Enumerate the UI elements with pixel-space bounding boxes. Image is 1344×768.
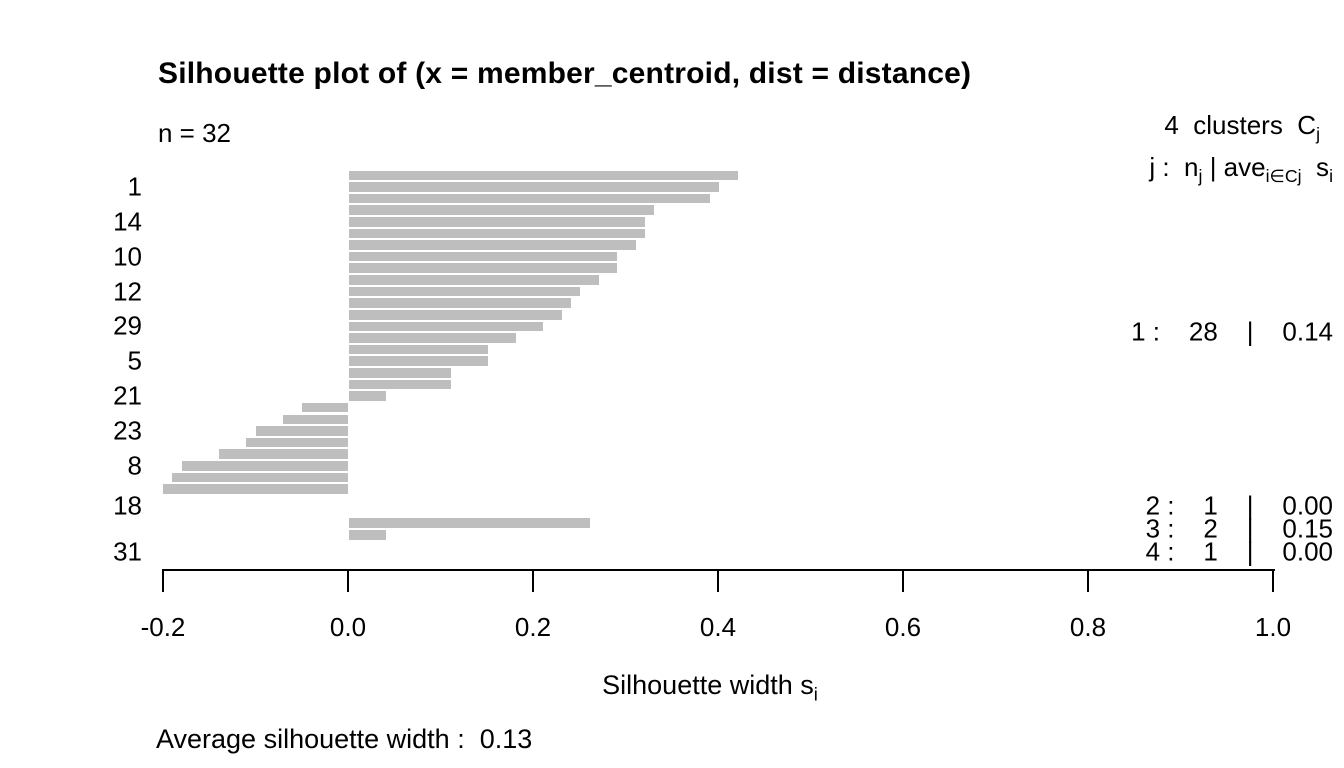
y-row-label: 23 bbox=[113, 415, 142, 446]
x-axis-tick bbox=[532, 570, 534, 592]
silhouette-bar bbox=[181, 461, 348, 471]
silhouette-bar bbox=[349, 263, 618, 274]
silhouette-bar bbox=[349, 333, 516, 343]
chart-title: Silhouette plot of (x = member_centroid,… bbox=[158, 57, 972, 90]
x-axis-tick-label: -0.2 bbox=[140, 612, 186, 642]
cluster-summary: 4 : 1 | 0.00 bbox=[1145, 536, 1333, 567]
silhouette-bar bbox=[349, 530, 386, 540]
n-count-label: n = 32 bbox=[158, 118, 232, 148]
silhouette-bar bbox=[349, 321, 544, 332]
x-axis-tick-label: 0.6 bbox=[884, 612, 922, 642]
y-row-label: 18 bbox=[113, 490, 142, 521]
silhouette-bar bbox=[349, 216, 645, 227]
silhouette-bar bbox=[349, 286, 581, 297]
silhouette-bar bbox=[349, 344, 488, 355]
clusters-legend-text: 4 clusters C bbox=[1164, 110, 1317, 140]
cluster-summary: 3 : 2 | 0.15 bbox=[1145, 513, 1333, 544]
y-row-label: 12 bbox=[113, 276, 142, 306]
silhouette-bar bbox=[246, 437, 348, 448]
x-axis-tick bbox=[162, 570, 164, 592]
silhouette-bar bbox=[349, 518, 590, 529]
x-axis-tick bbox=[902, 570, 904, 592]
clusters-legend-header: 4 clusters Cj bbox=[1164, 110, 1320, 145]
silhouette-bar bbox=[349, 298, 571, 308]
silhouette-bar bbox=[283, 414, 348, 425]
silhouette-bar bbox=[349, 193, 710, 204]
silhouette-bar bbox=[172, 472, 348, 483]
y-row-label: 31 bbox=[113, 536, 142, 567]
silhouette-bar bbox=[349, 391, 386, 401]
silhouette-bar bbox=[255, 426, 348, 436]
average-width-label: Average silhouette width : 0.13 bbox=[156, 724, 533, 754]
y-row-label: 29 bbox=[113, 310, 142, 341]
silhouette-bar bbox=[349, 275, 599, 285]
x-axis-tick-label: 1.0 bbox=[1254, 612, 1292, 642]
legend-formula-subscript: j bbox=[1198, 166, 1203, 187]
x-axis-tick-label: 0.0 bbox=[329, 612, 367, 642]
legend-formula-part: | ave bbox=[1202, 152, 1266, 182]
silhouette-bar bbox=[349, 170, 738, 181]
x-axis-tick-label: 0.4 bbox=[699, 612, 737, 642]
silhouette-bar bbox=[301, 402, 348, 413]
silhouette-bar bbox=[349, 368, 451, 378]
cluster-summary: 2 : 1 | 0.00 bbox=[1145, 490, 1333, 521]
legend-formula-subscript: i∈Cj bbox=[1265, 166, 1302, 187]
legend-formula-part: s bbox=[1301, 152, 1330, 182]
x-axis-title: Silhouette width si bbox=[602, 670, 818, 705]
x-axis-tick bbox=[1272, 570, 1274, 592]
x-axis-tick bbox=[717, 570, 719, 592]
silhouette-bar bbox=[163, 484, 348, 494]
silhouette-bar bbox=[349, 251, 618, 262]
silhouette-bar bbox=[349, 182, 719, 192]
silhouette-bar bbox=[349, 356, 488, 366]
silhouette-bar bbox=[218, 449, 348, 459]
x-axis-tick-label: 0.2 bbox=[514, 612, 552, 642]
x-axis-title-text: Silhouette width s bbox=[602, 670, 814, 700]
cluster-summary: 1 : 28 | 0.14 bbox=[1131, 316, 1333, 347]
y-row-label: 10 bbox=[113, 241, 142, 272]
silhouette-bar bbox=[349, 309, 562, 320]
y-row-label: 21 bbox=[113, 380, 142, 411]
y-row-label: 14 bbox=[113, 206, 142, 237]
x-axis-tick-label: 0.8 bbox=[1069, 612, 1107, 642]
x-axis-tick bbox=[1087, 570, 1089, 592]
silhouette-bar bbox=[349, 240, 636, 250]
x-axis-tick bbox=[347, 570, 349, 592]
legend-formula-part: j : n bbox=[1149, 152, 1199, 182]
legend-formula-subscript: i bbox=[1329, 166, 1333, 187]
legend-formula: j : nj | avei∈Cj si bbox=[1149, 152, 1333, 187]
silhouette-bar bbox=[349, 228, 645, 239]
clusters-legend-subscript: j bbox=[1316, 124, 1320, 145]
y-row-label: 8 bbox=[127, 450, 142, 481]
silhouette-bar bbox=[349, 379, 451, 390]
y-row-label: 5 bbox=[127, 345, 142, 376]
silhouette-bar bbox=[349, 205, 655, 215]
y-row-label: 1 bbox=[127, 171, 142, 202]
x-axis-title-subscript: i bbox=[813, 683, 818, 705]
